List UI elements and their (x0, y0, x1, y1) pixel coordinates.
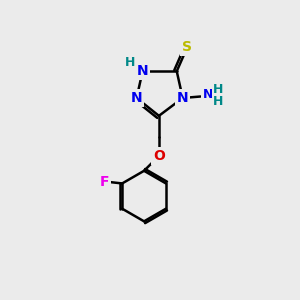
Text: H: H (213, 95, 224, 108)
Text: O: O (153, 149, 165, 163)
Text: F: F (100, 175, 109, 189)
Text: N: N (177, 91, 188, 105)
Text: N: N (131, 91, 142, 105)
Text: N: N (137, 64, 148, 78)
Text: N: N (203, 88, 213, 100)
Text: H: H (213, 83, 224, 97)
Text: S: S (182, 40, 192, 55)
Text: H: H (125, 56, 135, 69)
